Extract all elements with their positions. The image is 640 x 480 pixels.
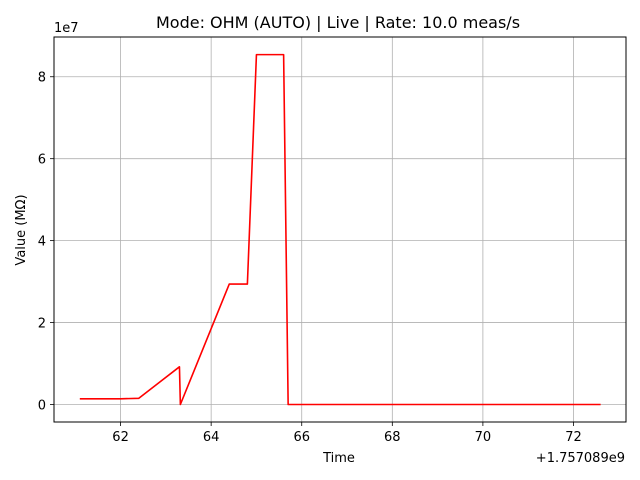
x-tick-label: 70 — [475, 430, 492, 445]
x-tick-label: 66 — [293, 430, 310, 445]
x-tick-label: 62 — [112, 430, 129, 445]
x-tick-label: 68 — [384, 430, 401, 445]
y-tick-label: 2 — [38, 317, 46, 332]
y-scale-label: 1e7 — [54, 21, 79, 36]
chart-title: Mode: OHM (AUTO) | Live | Rate: 10.0 mea… — [156, 13, 520, 32]
series-layer — [79, 53, 601, 406]
axes-frame — [53, 36, 627, 423]
x-offset-label: +1.757089e9 — [536, 451, 625, 466]
y-axis-label: Value (MΩ) — [14, 194, 29, 265]
x-axis-label: Time — [322, 451, 355, 466]
y-tick-label: 8 — [38, 71, 46, 86]
grid — [54, 37, 626, 422]
y-tick-label: 6 — [38, 153, 46, 168]
series-line-0 — [79, 53, 601, 406]
x-tick-label: 64 — [203, 430, 220, 445]
y-tick-label: 4 — [38, 235, 46, 250]
y-tick-label: 0 — [38, 399, 46, 414]
x-tick-label: 72 — [565, 430, 582, 445]
